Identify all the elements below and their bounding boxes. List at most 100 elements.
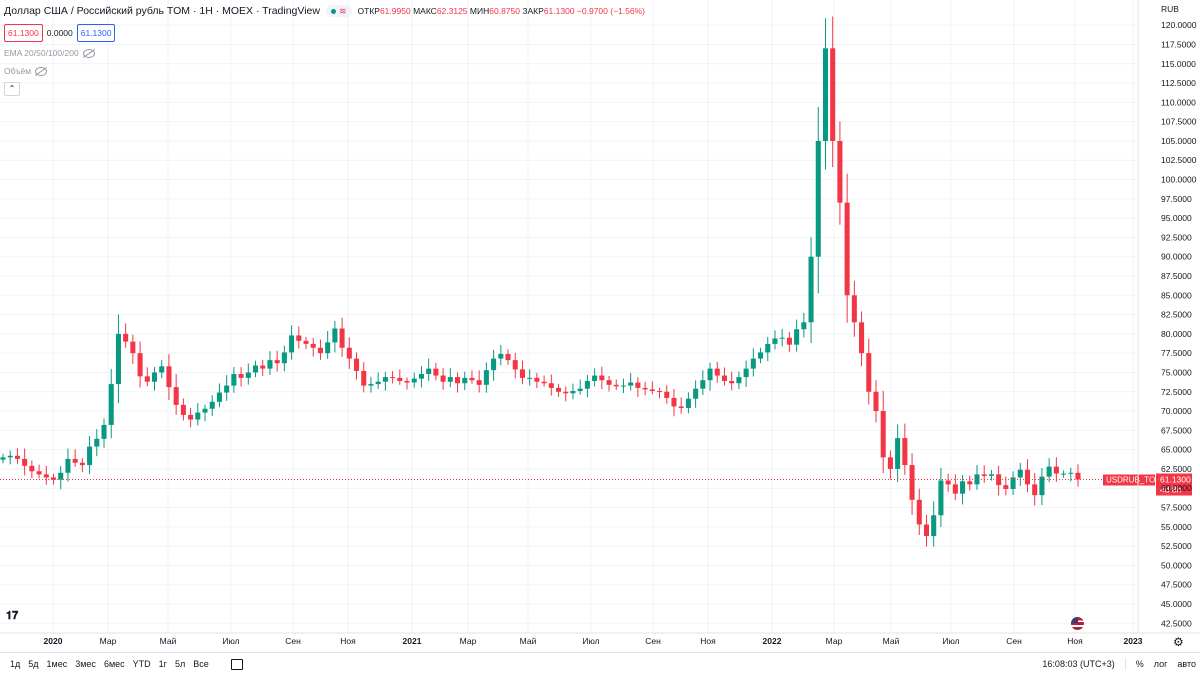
candle-body xyxy=(180,404,186,415)
candle-body xyxy=(758,352,764,359)
candle xyxy=(960,475,966,505)
high-label: МАКС xyxy=(413,6,437,16)
candle-body xyxy=(570,390,576,394)
range-button[interactable]: 5л xyxy=(174,659,186,669)
buy-price[interactable]: 61.1300 xyxy=(76,24,116,42)
auto-toggle[interactable]: авто xyxy=(1177,659,1196,669)
candle-body xyxy=(151,372,158,382)
candle-body xyxy=(483,370,489,385)
candle-body xyxy=(173,387,179,405)
candle-body xyxy=(801,322,807,330)
candle xyxy=(815,107,821,294)
hidden-eye-icon[interactable] xyxy=(35,66,48,76)
indicator-volume[interactable]: Объём xyxy=(4,64,645,78)
candle xyxy=(303,336,309,349)
candle-body xyxy=(368,384,374,386)
symbol-title[interactable]: Доллар США / Российский рубль TOM · 1Н ·… xyxy=(4,5,320,17)
candle-body xyxy=(743,368,749,378)
open-value: 61.9950 xyxy=(379,6,411,16)
candle-body xyxy=(628,382,634,386)
price-axis[interactable]: 42.5000 45.0000 47.5000 50.0000 52.5000 55.00… xyxy=(1137,0,1197,633)
candle xyxy=(923,514,930,547)
tradingview-logo-icon[interactable]: 𝟏𝟕 xyxy=(6,610,19,622)
candle-body xyxy=(209,401,215,409)
calendar-icon[interactable] xyxy=(230,658,243,670)
candle xyxy=(556,383,562,397)
candle-body xyxy=(252,365,259,373)
gear-icon[interactable]: ⚙ xyxy=(1173,635,1184,649)
hidden-eye-icon[interactable] xyxy=(82,48,95,58)
candle-body xyxy=(418,374,424,379)
indicator-ema[interactable]: EMA 20/50/100/200 xyxy=(4,46,645,60)
candle-body xyxy=(65,458,71,473)
candle-body xyxy=(750,358,756,369)
candle-body xyxy=(1068,472,1074,474)
price-tick-label: 97.5000 xyxy=(1161,194,1192,204)
candle xyxy=(353,352,360,380)
range-button[interactable]: 6мес xyxy=(103,659,125,669)
range-button[interactable]: 1д xyxy=(10,659,21,669)
candle-body xyxy=(87,446,93,466)
candle-body xyxy=(931,515,937,537)
time-tick-label: Июл xyxy=(582,636,599,646)
candle xyxy=(519,360,525,385)
candle-body xyxy=(974,474,980,485)
candle xyxy=(505,349,511,365)
candle xyxy=(988,469,994,481)
candle-body xyxy=(1010,477,1016,489)
candle-body xyxy=(491,358,497,371)
candle-body xyxy=(830,48,836,141)
time-tick-label: 2021 xyxy=(403,636,422,646)
range-button[interactable]: 5д xyxy=(28,659,39,669)
candle-body xyxy=(938,480,944,516)
candle xyxy=(931,501,937,547)
candle xyxy=(750,348,756,377)
candle xyxy=(79,458,85,473)
candle-body xyxy=(58,472,64,480)
percent-toggle[interactable]: % xyxy=(1135,659,1144,669)
us-flag-icon[interactable] xyxy=(1071,617,1084,630)
time-tick-label: Мар xyxy=(826,636,843,646)
bottom-right-controls: 16:08:03 (UTC+3) % лог авто xyxy=(1042,653,1196,675)
market-status[interactable]: ≋ xyxy=(325,5,352,17)
range-button[interactable]: YTD xyxy=(132,659,151,669)
candle-body xyxy=(188,414,194,420)
log-toggle[interactable]: лог xyxy=(1153,659,1168,669)
sell-price[interactable]: 61.1300 xyxy=(4,24,43,42)
range-button[interactable]: 1мес xyxy=(46,659,68,669)
candle xyxy=(938,467,944,528)
time-axis[interactable]: 2020 Мар Май Июл Сен Ноя 2021 Мар Май Июл Сен Ноя 20… xyxy=(0,632,1200,646)
collapse-legend-button[interactable]: ⌃ xyxy=(4,82,20,96)
candle-body xyxy=(584,380,590,389)
range-button[interactable]: Все xyxy=(193,659,209,669)
price-tick-label: 70.0000 xyxy=(1161,406,1192,416)
candle xyxy=(180,398,186,421)
candle xyxy=(779,328,785,347)
candle-body xyxy=(534,377,540,382)
candle-body xyxy=(613,384,619,387)
range-button[interactable]: 3мес xyxy=(75,659,96,669)
price-tick-label: 105.0000 xyxy=(1161,136,1197,146)
currency-label[interactable]: RUB xyxy=(1161,4,1179,14)
candle xyxy=(382,371,388,391)
candle-body xyxy=(130,341,136,354)
candle xyxy=(563,386,569,402)
candle xyxy=(390,371,396,384)
time-tick-label: Сен xyxy=(645,636,661,646)
candle xyxy=(801,312,807,338)
price-tick-label: 72.5000 xyxy=(1161,387,1192,397)
clock-time[interactable]: 16:08:03 (UTC+3) xyxy=(1042,659,1115,669)
candle-body xyxy=(923,524,930,537)
candle-body xyxy=(873,391,879,412)
candle xyxy=(202,404,208,422)
candle xyxy=(252,360,259,378)
price-tick-label: 50.0000 xyxy=(1161,560,1192,570)
candle-body xyxy=(1003,485,1009,489)
price-tick-label: 92.5000 xyxy=(1161,232,1192,242)
candle-body xyxy=(599,375,605,381)
range-button[interactable]: 1г xyxy=(158,659,167,669)
price-tick-label: 65.0000 xyxy=(1161,445,1192,455)
candle-body xyxy=(592,375,598,381)
price-tick-label: 82.5000 xyxy=(1161,310,1192,320)
